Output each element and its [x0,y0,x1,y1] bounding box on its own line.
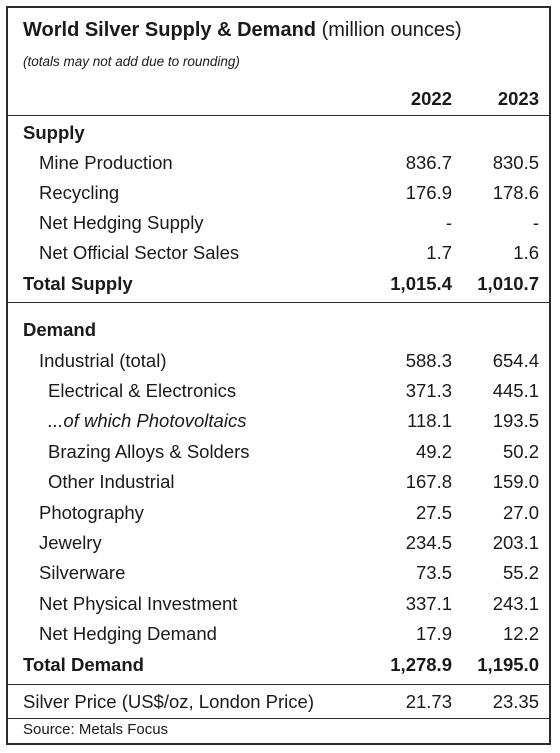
value-2023: 1.6 [513,242,539,263]
table-row: Jewelry 234.5 203.1 [8,529,553,557]
table-row: Silverware 73.5 55.2 [8,559,553,587]
row-label: Industrial (total) [39,350,167,371]
value-2023: 159.0 [492,471,539,492]
row-label: Other Industrial [48,471,175,492]
row-label: Electrical & Electronics [48,380,237,401]
table-row: Photography 27.5 27.0 [8,499,553,527]
value-2022: 49.2 [415,441,452,462]
value-2023: 178.6 [492,182,539,203]
table-row: ...of which Photovoltaics 118.1 193.5 [8,407,553,435]
value-2022: 17.9 [415,623,452,644]
row-label: Net Hedging Supply [39,212,204,233]
supply-heading: Supply [23,122,85,143]
demand-heading-row: Demand [8,316,553,344]
total-demand-2023: 1,195.0 [477,654,539,675]
table-row: Electrical & Electronics 371.3 445.1 [8,377,553,405]
rounding-note: (totals may not add due to rounding) [23,54,240,69]
table-row: Net Physical Investment 337.1 243.1 [8,590,553,618]
value-2022: 371.3 [405,380,452,401]
silver-price-label: Silver Price (US$/oz, London Price) [23,691,314,712]
row-label: Photography [39,502,144,523]
value-2023: 445.1 [492,380,539,401]
total-supply-2023: 1,010.7 [477,273,539,294]
table-row: Recycling 176.9 178.6 [8,179,553,207]
value-2022: 27.5 [415,502,452,523]
value-2022: 588.3 [405,350,452,371]
column-header-row: 2022 2023 [8,85,553,113]
value-2022: 1.7 [426,242,452,263]
value-2023: 193.5 [492,410,539,431]
row-label: Mine Production [39,152,173,173]
row-label: Net Physical Investment [39,593,238,614]
value-2023: 830.5 [492,152,539,173]
title-units: (million ounces) [321,19,462,41]
demand-total-row: Total Demand 1,278.9 1,195.0 [8,651,553,679]
value-2022: 836.7 [405,152,452,173]
value-2022: - [445,212,452,233]
table-row: Mine Production 836.7 830.5 [8,149,553,177]
row-label: Brazing Alloys & Solders [48,441,250,462]
value-2023: 243.1 [492,593,539,614]
demand-heading: Demand [23,319,96,340]
row-label: Net Official Sector Sales [39,242,240,263]
silver-price-row: Silver Price (US$/oz, London Price) 21.7… [8,688,553,716]
table-row: Brazing Alloys & Solders 49.2 50.2 [8,438,553,466]
row-label: Jewelry [39,532,102,553]
total-supply-2022: 1,015.4 [390,273,452,294]
supply-heading-row: Supply [8,119,553,147]
table-title: World Silver Supply & Demand (million ou… [23,19,462,42]
value-2023: 50.2 [502,441,539,462]
total-demand-2022: 1,278.9 [390,654,452,675]
header-divider [8,115,549,116]
total-demand-label: Total Demand [23,654,144,675]
value-2023: 12.2 [502,623,539,644]
row-label: ...of which Photovoltaics [48,410,247,431]
value-2022: 176.9 [405,182,452,203]
source-divider [8,718,549,719]
section-divider [8,302,549,303]
row-label: Silverware [39,562,126,583]
table-row: Other Industrial 167.8 159.0 [8,468,553,496]
column-header-2023: 2023 [497,88,539,109]
table-row: Net Official Sector Sales 1.7 1.6 [8,239,553,267]
value-2023: - [532,212,539,233]
supply-total-row: Total Supply 1,015.4 1,010.7 [8,270,553,298]
source-note: Source: Metals Focus [23,721,169,738]
table-row: Net Hedging Demand 17.9 12.2 [8,620,553,648]
section-divider [8,684,549,685]
value-2022: 167.8 [405,471,452,492]
silver-price-2022: 21.73 [405,691,452,712]
row-label: Recycling [39,182,120,203]
value-2022: 337.1 [405,593,452,614]
table-row: Net Hedging Supply - - [8,209,553,237]
total-supply-label: Total Supply [23,273,133,294]
table-row: Industrial (total) 588.3 654.4 [8,347,553,375]
value-2022: 73.5 [415,562,452,583]
value-2023: 27.0 [502,502,539,523]
silver-price-2023: 23.35 [492,691,539,712]
silver-table-frame: World Silver Supply & Demand (million ou… [6,6,551,745]
value-2023: 55.2 [502,562,539,583]
value-2022: 118.1 [407,410,452,431]
title-main: World Silver Supply & Demand [23,19,317,41]
value-2023: 203.1 [492,532,539,553]
row-label: Net Hedging Demand [39,623,217,644]
column-header-2022: 2022 [410,88,452,109]
value-2022: 234.5 [405,532,452,553]
value-2023: 654.4 [492,350,539,371]
